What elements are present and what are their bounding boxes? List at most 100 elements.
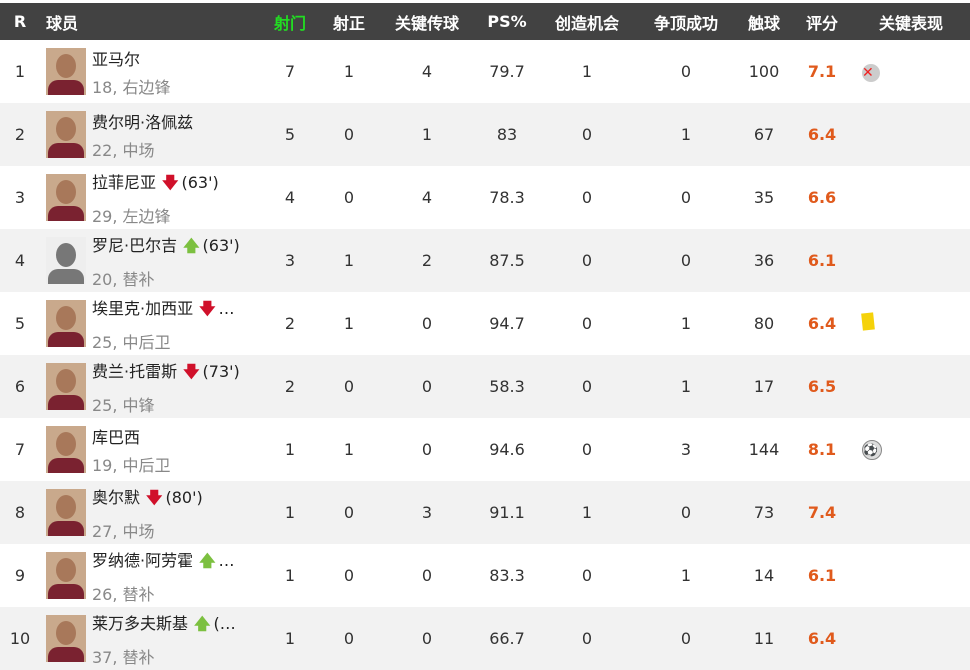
player-info: 27, 中场 — [92, 521, 155, 541]
header-chances[interactable]: 创造机会 — [554, 13, 619, 33]
player-name[interactable]: 费兰·托雷斯 — [92, 361, 178, 381]
on-target: 1 — [343, 251, 355, 270]
player-info: 18, 右边锋 — [92, 77, 171, 97]
rating: 6.5 — [807, 377, 837, 396]
player-cell[interactable]: 奥尔默 🡇 (80') 27, 中场 — [46, 484, 260, 542]
key-events: ⚽ — [852, 418, 970, 481]
aerials-won: 3 — [680, 440, 692, 459]
sub-time: (80') — [165, 487, 203, 507]
shots: 2 — [284, 377, 296, 396]
header-player[interactable]: 球员 — [46, 13, 79, 33]
chances-created: 0 — [581, 440, 593, 459]
player-info: 26, 替补 — [92, 584, 155, 604]
header-key-events[interactable]: 关键表现 — [878, 13, 943, 33]
touches: 36 — [753, 251, 775, 270]
header-shots[interactable]: 射门 — [273, 13, 306, 33]
player-name[interactable]: 埃里克·加西亚 — [92, 298, 194, 318]
on-target: 0 — [343, 377, 355, 396]
player-cell[interactable]: 莱万多夫斯基 🡅 (… 37, 替补 — [46, 610, 260, 668]
touches: 67 — [753, 125, 775, 144]
chances-created: 0 — [581, 377, 593, 396]
key-passes: 0 — [421, 314, 433, 333]
touches: 14 — [753, 566, 775, 585]
player-cell[interactable]: 亚马尔 18, 右边锋 — [46, 46, 260, 98]
player-name[interactable]: 亚马尔 — [92, 49, 141, 69]
table-row[interactable]: 3 拉菲尼亚 🡇 (63') 29, 左边锋 4 0 4 78.3 0 0 35 6… — [0, 166, 970, 229]
table-row[interactable]: 2 费尔明·洛佩兹 22, 中场 5 0 1 83 0 1 67 6.4 — [0, 103, 970, 166]
on-target: 0 — [343, 125, 355, 144]
rank: 2 — [14, 125, 26, 144]
header-on-target[interactable]: 射正 — [332, 13, 365, 33]
touches: 73 — [753, 503, 775, 522]
aerials-won: 0 — [680, 251, 692, 270]
touches: 17 — [753, 377, 775, 396]
rating: 7.1 — [807, 62, 837, 81]
table-row[interactable]: 6 费兰·托雷斯 🡇 (73') 25, 中锋 2 0 0 58.3 0 1 17 … — [0, 355, 970, 418]
aerials-won: 1 — [680, 377, 692, 396]
table-row[interactable]: 4 罗尼·巴尔吉 🡅 (63') 20, 替补 3 1 2 87.5 0 0 36 … — [0, 229, 970, 292]
header-rating[interactable]: 评分 — [805, 13, 838, 33]
player-cell[interactable]: 罗纳德·阿劳霍 🡅… 26, 替补 — [46, 547, 260, 605]
pass-success: 79.7 — [489, 62, 525, 81]
table-header: R 球员 射门 射正 关键传球 PS% 创造机会 争顶成功 触球 评分 关键表现 — [0, 3, 970, 40]
player-avatar — [46, 237, 86, 284]
header-key-passes[interactable]: 关键传球 — [394, 13, 459, 33]
yellow-card-icon — [861, 312, 875, 331]
player-info: 22, 中场 — [92, 140, 155, 160]
shots: 1 — [284, 629, 296, 648]
player-name[interactable]: 奥尔默 — [92, 487, 141, 507]
player-avatar — [46, 552, 86, 599]
key-events — [852, 103, 970, 166]
table-row[interactable]: 10 莱万多夫斯基 🡅 (… 37, 替补 1 0 0 66.7 0 0 11 6.… — [0, 607, 970, 670]
rank: 10 — [9, 629, 31, 648]
sub-time: (73') — [202, 361, 240, 381]
header-ps[interactable]: PS% — [487, 12, 527, 31]
on-target: 1 — [343, 440, 355, 459]
player-stats-table: R 球员 射门 射正 关键传球 PS% 创造机会 争顶成功 触球 评分 关键表现… — [0, 3, 970, 670]
table-row[interactable]: 7 库巴西 19, 中后卫 1 1 0 94.6 0 3 144 8.1 ⚽ — [0, 418, 970, 481]
pass-success: 83.3 — [489, 566, 525, 585]
player-name[interactable]: 罗尼·巴尔吉 — [92, 235, 178, 255]
player-cell[interactable]: 拉菲尼亚 🡇 (63') 29, 左边锋 — [46, 169, 260, 227]
rating: 6.1 — [807, 251, 837, 270]
table-row[interactable]: 8 奥尔默 🡇 (80') 27, 中场 1 0 3 91.1 1 0 73 7.4 — [0, 481, 970, 544]
player-cell[interactable]: 罗尼·巴尔吉 🡅 (63') 20, 替补 — [46, 232, 260, 290]
header-touches[interactable]: 触球 — [747, 13, 780, 33]
on-target: 0 — [343, 188, 355, 207]
shots: 1 — [284, 566, 296, 585]
chances-created: 0 — [581, 566, 593, 585]
header-rank[interactable]: R — [13, 12, 27, 31]
player-info: 20, 替补 — [92, 269, 155, 289]
player-cell[interactable]: 费兰·托雷斯 🡇 (73') 25, 中锋 — [46, 358, 260, 416]
rating: 6.1 — [807, 566, 837, 585]
player-name[interactable]: 费尔明·洛佩兹 — [92, 112, 194, 132]
pass-success: 94.7 — [489, 314, 525, 333]
sub-off-arrow-icon: 🡇 — [146, 487, 163, 507]
rank: 6 — [14, 377, 26, 396]
key-passes: 1 — [421, 125, 433, 144]
pass-success: 78.3 — [489, 188, 525, 207]
header-aerials[interactable]: 争顶成功 — [653, 13, 718, 33]
player-name[interactable]: 莱万多夫斯基 — [92, 613, 189, 633]
player-name[interactable]: 拉菲尼亚 — [92, 172, 157, 192]
player-avatar — [46, 48, 86, 95]
table-row[interactable]: 9 罗纳德·阿劳霍 🡅… 26, 替补 1 0 0 83.3 0 1 14 6.1 — [0, 544, 970, 607]
player-name[interactable]: 库巴西 — [92, 427, 141, 447]
shots: 5 — [284, 125, 296, 144]
player-name[interactable]: 罗纳德·阿劳霍 — [92, 550, 194, 570]
aerials-won: 1 — [680, 125, 692, 144]
touches: 100 — [748, 62, 780, 81]
on-target: 1 — [343, 314, 355, 333]
player-cell[interactable]: 费尔明·洛佩兹 22, 中场 — [46, 109, 260, 161]
rank: 9 — [14, 566, 26, 585]
player-cell[interactable]: 埃里克·加西亚 🡇… 25, 中后卫 — [46, 295, 260, 353]
rating: 8.1 — [807, 440, 837, 459]
player-info: 25, 中后卫 — [92, 332, 171, 352]
key-events — [852, 166, 970, 229]
shots: 2 — [284, 314, 296, 333]
player-avatar — [46, 615, 86, 662]
player-cell[interactable]: 库巴西 19, 中后卫 — [46, 424, 260, 476]
key-passes: 0 — [421, 566, 433, 585]
table-row[interactable]: 5 埃里克·加西亚 🡇… 25, 中后卫 2 1 0 94.7 0 1 80 6.… — [0, 292, 970, 355]
table-row[interactable]: 1 亚马尔 18, 右边锋 7 1 4 79.7 1 0 100 7.1 ✕ — [0, 40, 970, 103]
